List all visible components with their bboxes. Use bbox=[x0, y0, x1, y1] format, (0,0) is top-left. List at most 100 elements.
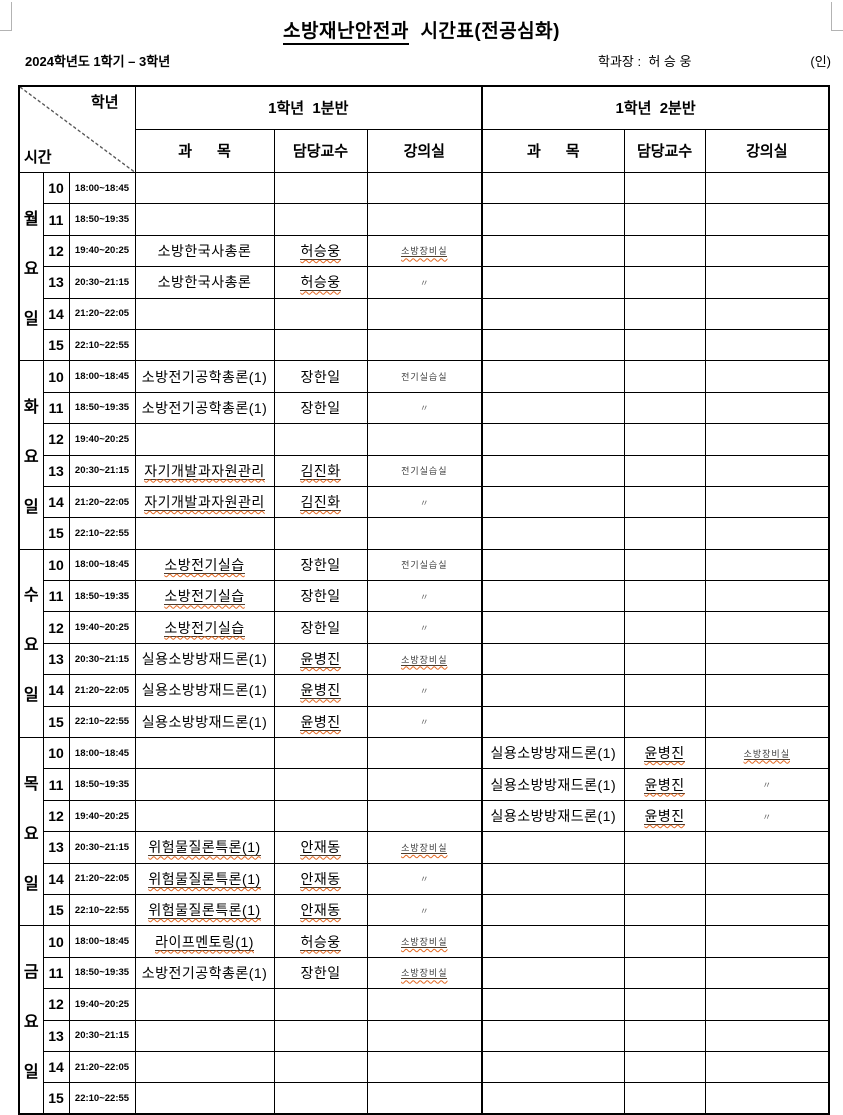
subject-cell: 위험물질론특론(1) bbox=[134, 831, 275, 864]
col-header-professor: 담당교수 bbox=[623, 128, 706, 174]
subject-cell: 위험물질론특론(1) bbox=[134, 862, 275, 895]
room-cell: 〃 bbox=[704, 768, 830, 801]
day-label-char: 일 bbox=[23, 499, 39, 517]
room-cell bbox=[366, 203, 483, 236]
page-margin-mark-left bbox=[0, 2, 12, 31]
room-cell: 〃 bbox=[704, 799, 830, 833]
subject-cell bbox=[481, 548, 625, 582]
period-cell: 14 bbox=[42, 674, 70, 707]
room-cell: 소방장비실 bbox=[366, 831, 483, 864]
period-cell: 11 bbox=[42, 956, 70, 990]
professor-cell bbox=[623, 485, 706, 519]
subject-text: 소방전기공학총론(1) bbox=[141, 399, 268, 416]
time-cell: 18:00~18:45 bbox=[68, 737, 136, 770]
professor-cell bbox=[273, 203, 368, 236]
room-cell bbox=[704, 360, 830, 393]
subject-text: 라이프멘토링(1) bbox=[155, 933, 254, 951]
room-cell bbox=[704, 517, 830, 550]
room-cell bbox=[366, 1050, 483, 1084]
room-cell bbox=[704, 580, 830, 613]
room-cell: 소방장비실 bbox=[704, 737, 830, 770]
professor-cell bbox=[623, 454, 706, 487]
timetable-row: 13 20:30~21:15 위험물질론특론(1) 안재동 소방장비실 bbox=[19, 831, 830, 864]
time-cell: 20:30~21:15 bbox=[68, 642, 136, 676]
professor-cell bbox=[273, 171, 368, 205]
professor-cell bbox=[273, 1019, 368, 1052]
term-label: 2024학년도 1학기 – 3학년 bbox=[25, 54, 171, 69]
col-header-subject: 과 목 bbox=[481, 128, 625, 174]
professor-cell bbox=[623, 705, 706, 739]
period-cell: 14 bbox=[42, 1050, 70, 1084]
timetable-row: 목 요 일 10 18:00~18:45 실용소방방재드론(1) 윤병진 소방장비실 bbox=[18, 737, 830, 927]
time-cell: 18:50~19:35 bbox=[68, 391, 136, 425]
col-header-room: 강의실 bbox=[704, 128, 830, 174]
time-cell: 18:00~18:45 bbox=[68, 171, 136, 205]
day-label-char: 목 bbox=[23, 775, 39, 793]
day-label-char: 일 bbox=[23, 1063, 39, 1081]
room-cell bbox=[704, 203, 830, 236]
time-cell: 21:20~22:05 bbox=[68, 1050, 136, 1084]
subject-cell bbox=[134, 328, 275, 362]
time-cell: 18:50~19:35 bbox=[68, 956, 136, 990]
subject-text: 위험물질론특론(1) bbox=[148, 839, 261, 857]
room-cell: 〃 bbox=[366, 862, 483, 895]
ditto-mark: 〃 bbox=[419, 905, 429, 916]
professor-text: 윤병진 bbox=[300, 682, 341, 700]
time-cell: 18:50~19:35 bbox=[68, 580, 136, 613]
professor-cell bbox=[273, 423, 368, 456]
diagonal-divider bbox=[20, 87, 135, 172]
professor-cell bbox=[273, 297, 368, 330]
period-cell: 10 bbox=[42, 548, 70, 582]
page-title-rest: 시간표(전공심화) bbox=[408, 21, 560, 42]
room-cell bbox=[704, 266, 830, 299]
header-row-groups: 학년 시간 1학년 1분반 1학년 2분반 bbox=[18, 85, 830, 173]
subject-cell: 소방전기공학총론(1) bbox=[134, 956, 275, 990]
time-cell: 19:40~20:25 bbox=[68, 234, 136, 268]
professor-cell: 윤병진 bbox=[273, 674, 368, 707]
professor-cell bbox=[623, 893, 706, 927]
room-cell bbox=[704, 328, 830, 362]
professor-cell bbox=[623, 580, 706, 613]
timetable-row: 12 19:40~20:25 bbox=[19, 988, 830, 1021]
subject-cell bbox=[134, 203, 275, 236]
period-cell: 13 bbox=[42, 831, 70, 864]
professor-text: 윤병진 bbox=[644, 776, 685, 794]
timetable-row: 15 22:10~22:55 위험물질론특론(1) 안재동 〃 bbox=[19, 893, 830, 927]
subject-cell bbox=[481, 988, 625, 1021]
subject-text: 실용소방방재드론(1) bbox=[490, 745, 617, 762]
timetable-row: 14 21:20~22:05 실용소방방재드론(1) 윤병진 〃 bbox=[19, 674, 830, 707]
timetable-row: 13 20:30~21:15 자기개발과자원관리 김진화 전기실습실 bbox=[19, 454, 830, 487]
period-cell: 11 bbox=[42, 203, 70, 236]
professor-cell: 장한일 bbox=[273, 956, 368, 990]
subject-text: 자기개발과자원관리 bbox=[144, 494, 265, 512]
professor-cell bbox=[623, 423, 706, 456]
subject-cell: 실용소방방재드론(1) bbox=[134, 642, 275, 676]
professor-text: 장한일 bbox=[300, 556, 341, 573]
professor-text: 허승웅 bbox=[300, 274, 341, 292]
room-cell: 〃 bbox=[366, 391, 483, 425]
professor-cell bbox=[623, 328, 706, 362]
time-cell: 21:20~22:05 bbox=[68, 674, 136, 707]
time-cell: 22:10~22:55 bbox=[68, 705, 136, 739]
time-cell: 20:30~21:15 bbox=[68, 831, 136, 864]
room-cell bbox=[704, 988, 830, 1021]
time-cell: 21:20~22:05 bbox=[68, 862, 136, 895]
room-cell bbox=[704, 642, 830, 676]
timetable-row: 12 19:40~20:25 bbox=[19, 423, 830, 456]
page-title: 소방재난안전과 시간표(전공심화) bbox=[0, 16, 843, 45]
subject-cell bbox=[134, 171, 275, 205]
ditto-mark: 〃 bbox=[419, 277, 429, 288]
page-title-underlined: 소방재난안전과 bbox=[283, 21, 409, 45]
day-label-char: 요 bbox=[23, 825, 39, 843]
professor-cell bbox=[623, 517, 706, 550]
room-cell bbox=[704, 862, 830, 895]
time-cell: 18:50~19:35 bbox=[68, 203, 136, 236]
group-header-class1: 1학년 1분반 bbox=[134, 85, 483, 130]
ditto-mark: 〃 bbox=[419, 717, 429, 728]
professor-cell: 안재동 bbox=[273, 831, 368, 864]
period-cell: 13 bbox=[42, 1019, 70, 1052]
subject-text: 소방전기실습 bbox=[164, 556, 245, 574]
timetable-row: 15 22:10~22:55 bbox=[19, 517, 830, 550]
professor-cell: 장한일 bbox=[273, 360, 368, 393]
